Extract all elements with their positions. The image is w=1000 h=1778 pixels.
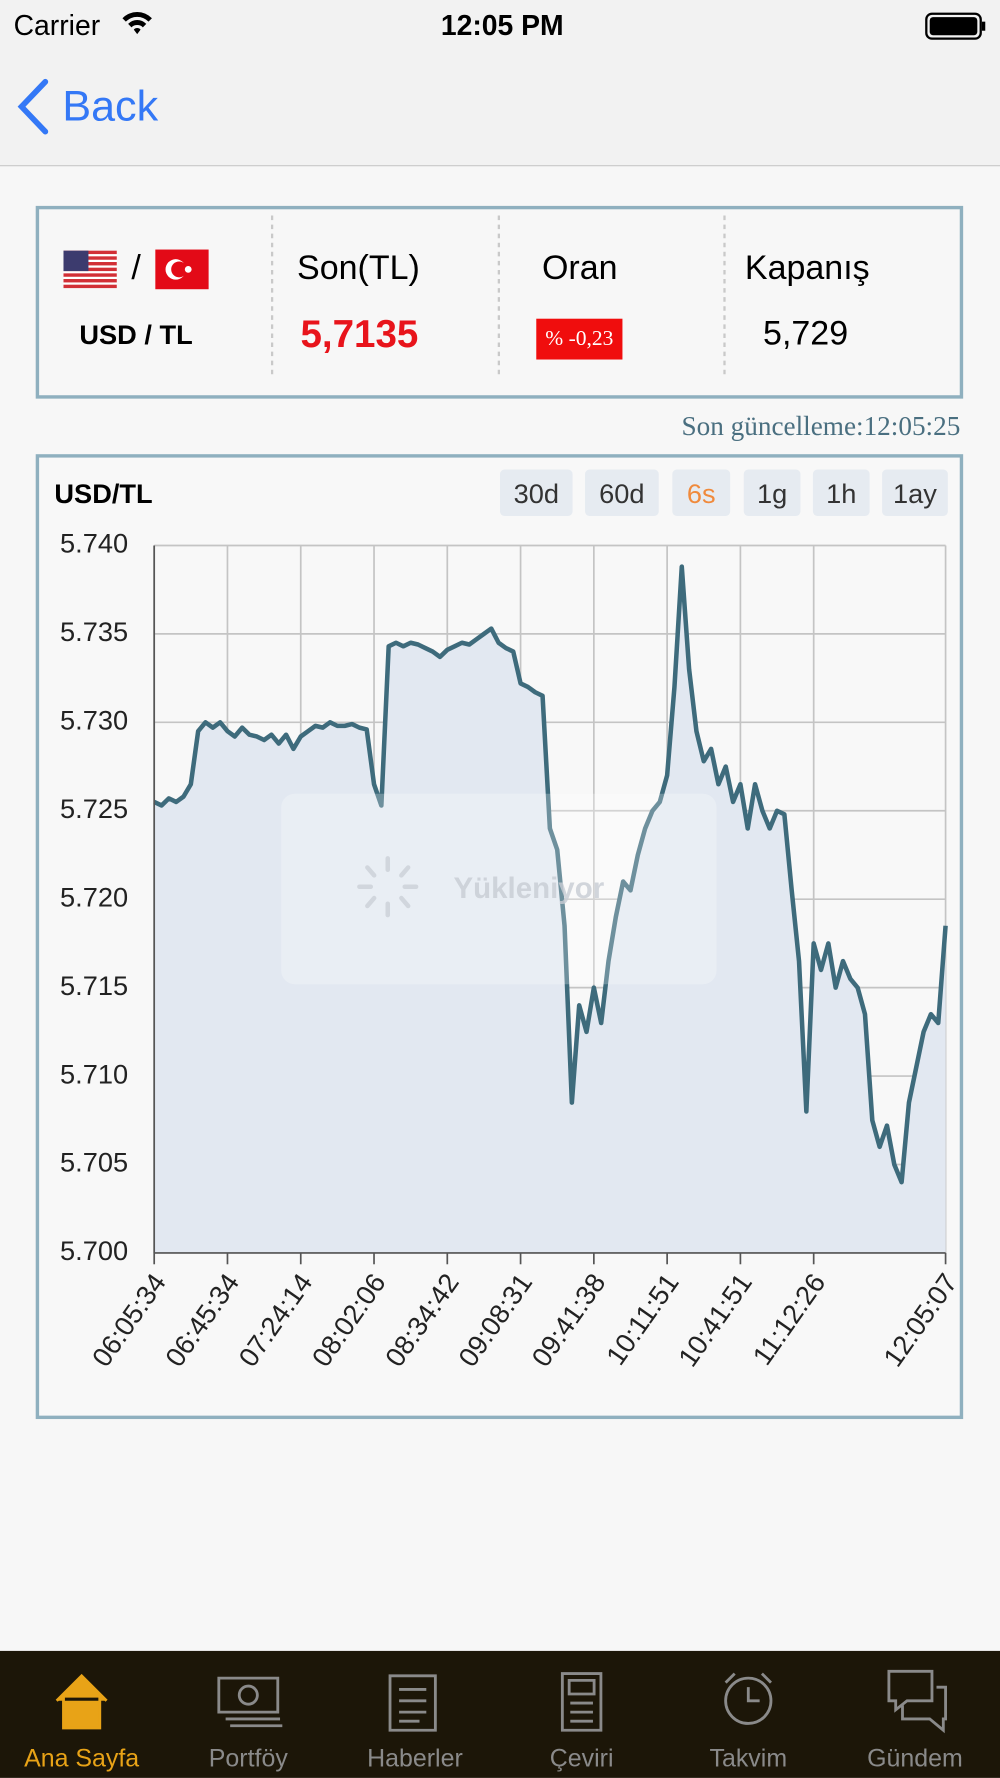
- range-button-bg[interactable]: [743, 469, 801, 516]
- tab[interactable]: Takvim: [710, 1672, 788, 1773]
- range-button-label[interactable]: 30d: [514, 478, 559, 509]
- tab-icon[interactable]: [55, 1673, 108, 1730]
- range-button-bg[interactable]: [585, 469, 659, 516]
- y-tick-label: 5.710: [60, 1058, 128, 1089]
- wifi-icon: [122, 11, 152, 35]
- header-bg: [0, 0, 1000, 166]
- back-label[interactable]: Back: [62, 82, 158, 130]
- range-button-label[interactable]: 1ay: [893, 478, 937, 509]
- y-tick-label: 5.715: [60, 970, 128, 1001]
- last-update: Son güncelleme:12:05:25: [682, 411, 961, 441]
- tab-label[interactable]: Haberler: [367, 1744, 463, 1772]
- tab[interactable]: Haberler: [367, 1674, 463, 1772]
- loading-text: Yükleniyor: [454, 872, 605, 905]
- tab-items: Ana Sayfa Portföy Haberler Çeviri Takvim Günd…: [24, 1669, 963, 1773]
- range-button-label[interactable]: 6s: [687, 478, 716, 509]
- loading-overlay: Yükleniyor: [281, 793, 717, 985]
- tab-label[interactable]: Gündem: [867, 1744, 963, 1772]
- range-button-bg[interactable]: [672, 469, 731, 516]
- pair-name: USD / TL: [79, 319, 192, 350]
- chart-title: USD/TL: [54, 478, 152, 509]
- range-button-label[interactable]: 1h: [826, 478, 856, 509]
- tab-icon[interactable]: [560, 1672, 603, 1732]
- y-tick-label: 5.720: [60, 881, 128, 912]
- rate-label: Oran: [542, 249, 618, 287]
- range-button[interactable]: 30d: [500, 469, 573, 516]
- y-tick-label: 5.740: [60, 528, 128, 559]
- y-tick-label: 5.725: [60, 793, 128, 824]
- range-button[interactable]: 1ay: [882, 469, 948, 516]
- tab-icon[interactable]: [217, 1676, 283, 1728]
- range-button[interactable]: 1g: [743, 469, 801, 516]
- tab[interactable]: Portföy: [209, 1676, 289, 1772]
- range-button[interactable]: 60d: [585, 469, 659, 516]
- tab-label[interactable]: Çeviri: [550, 1744, 614, 1772]
- range-button-label[interactable]: 1g: [757, 478, 787, 509]
- last-value: 5,7135: [300, 313, 418, 356]
- tab-label[interactable]: Portföy: [209, 1744, 289, 1772]
- tab-label[interactable]: Ana Sayfa: [24, 1744, 139, 1772]
- tab-icon[interactable]: [388, 1674, 437, 1732]
- tab-icon[interactable]: [724, 1672, 773, 1725]
- tab[interactable]: Çeviri: [550, 1672, 614, 1773]
- tr-flag: [155, 249, 209, 290]
- rate-badge: [536, 318, 623, 360]
- quote-card: [35, 205, 964, 399]
- back-chevron[interactable]: [17, 78, 49, 135]
- close-label: Kapanış: [745, 249, 870, 287]
- range-button-bg[interactable]: [882, 469, 948, 516]
- tab-icon[interactable]: [887, 1669, 947, 1734]
- y-tick-label: 5.705: [60, 1147, 128, 1178]
- tab[interactable]: Ana Sayfa: [24, 1673, 139, 1772]
- pair-slash: /: [131, 249, 141, 287]
- clock: 12:05 PM: [441, 10, 564, 42]
- carrier: Carrier: [14, 10, 101, 42]
- range-button[interactable]: 1h: [812, 469, 870, 516]
- last-label: Son(TL): [297, 249, 420, 287]
- us-flag: [63, 250, 117, 289]
- y-tick-label: 5.700: [60, 1235, 128, 1266]
- area-fill: [154, 566, 946, 1253]
- tab-bar: [0, 1650, 1000, 1778]
- range-button-bg[interactable]: [500, 469, 573, 516]
- tab-label[interactable]: Takvim: [710, 1744, 788, 1772]
- tab[interactable]: Gündem: [867, 1669, 963, 1772]
- rate-value: % -0,23: [545, 326, 613, 350]
- range-button-label[interactable]: 60d: [599, 478, 644, 509]
- price-line: [153, 564, 948, 1185]
- close-value: 5,729: [763, 315, 848, 353]
- y-tick-label: 5.735: [60, 616, 128, 647]
- range-button-bg[interactable]: [812, 469, 870, 516]
- y-tick-label: 5.730: [60, 705, 128, 736]
- range-button[interactable]: 6s: [672, 469, 731, 516]
- back-button[interactable]: Back: [17, 78, 159, 135]
- battery-icon: [925, 12, 986, 40]
